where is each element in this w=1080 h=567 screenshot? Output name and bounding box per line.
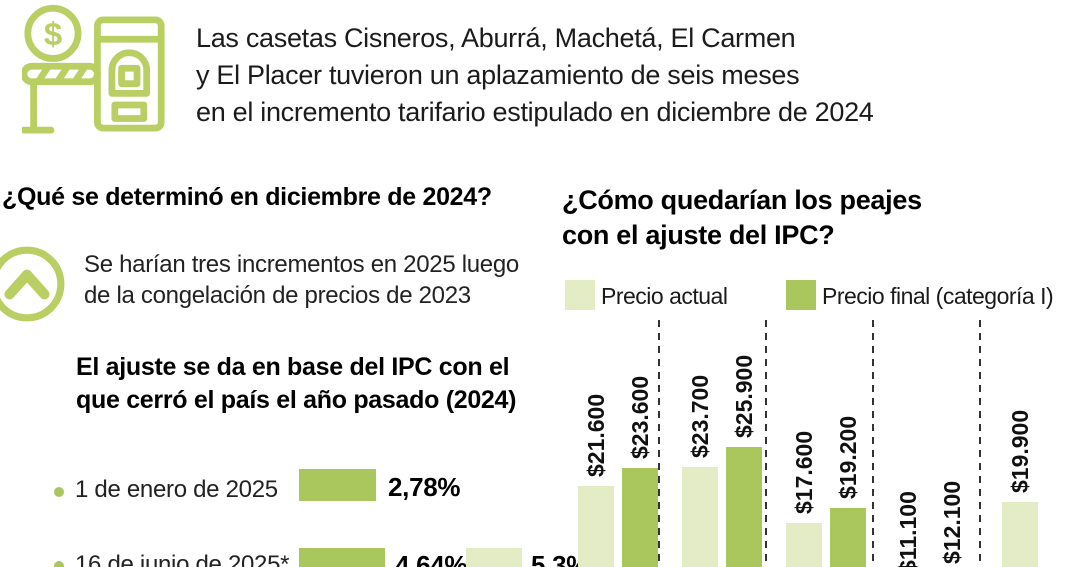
increment-bar [299, 469, 376, 501]
chart-bar [786, 522, 822, 567]
header-intro-text: Las casetas Cisneros, Aburrá, Machetá, E… [196, 23, 874, 127]
increment-date: 16 de junio de 2025* [75, 551, 290, 567]
chart-bar [682, 467, 718, 567]
chart-bar [830, 508, 866, 567]
chart-divider [979, 320, 981, 567]
increments-note: Se harían tres incrementos en 2025 luego… [84, 251, 519, 309]
bar-value-label: $12.100 [939, 481, 965, 565]
chart-bar [622, 468, 658, 567]
bar-value-label: $21.600 [583, 394, 609, 478]
bar-value-label: $23.700 [687, 375, 713, 459]
increment-percentage: 2,78% [388, 472, 461, 502]
increase-chevron-icon [0, 246, 65, 322]
ipc-statement: El ajuste se da en base del IPC con el q… [76, 353, 517, 414]
increment-bar [299, 548, 385, 567]
bar-value-label: $19.200 [835, 416, 861, 500]
increment-date: 1 de enero de 2025 [75, 476, 278, 503]
chart-divider [765, 320, 767, 567]
legend-swatch-actual [565, 280, 595, 310]
increment-percentage-final: 5,3% [531, 550, 590, 567]
chart-bar [726, 447, 762, 567]
bullet-dot [54, 487, 64, 497]
bar-value-label: $19.900 [1007, 409, 1033, 493]
bar-value-label: $11.100 [895, 491, 921, 567]
bar-value-label: $25.900 [731, 354, 757, 438]
increment-bar-final [466, 548, 522, 567]
left-section-title: ¿Qué se determinó en diciembre de 2024? [2, 183, 492, 211]
increment-percentage: 4,64% [395, 550, 468, 567]
bar-value-label: $17.600 [791, 430, 817, 514]
toll-booth-icon: $ [22, 4, 165, 134]
chart-divider [872, 320, 874, 567]
legend-swatch-final [786, 280, 816, 310]
legend-label-actual: Precio actual [601, 283, 728, 309]
bar-value-label: $23.600 [627, 375, 653, 460]
svg-text:$: $ [44, 15, 62, 52]
legend-label-final: Precio final (categoría I) [822, 283, 1054, 309]
bullet-dot [54, 561, 64, 567]
chart-bar [1002, 501, 1038, 567]
chart-divider [658, 320, 660, 567]
right-section-title: ¿Cómo quedarían los peajes con el ajuste… [562, 185, 922, 250]
